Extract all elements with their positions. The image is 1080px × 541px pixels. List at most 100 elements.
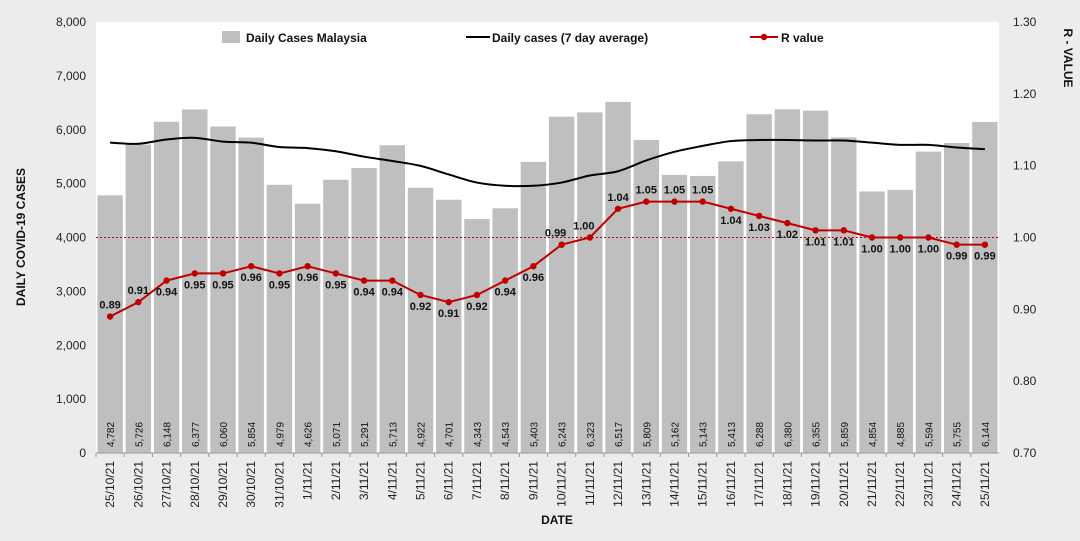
- r-value-marker: [981, 241, 989, 248]
- bar: [548, 116, 575, 453]
- r-value-marker: [925, 234, 932, 241]
- r-value-marker: [784, 219, 791, 227]
- r-value-marker: [727, 205, 735, 212]
- r-value-label: 1.01: [833, 236, 854, 248]
- y-tick-label: 8,000: [56, 15, 86, 29]
- x-tick-label: 28/10/21: [188, 461, 202, 508]
- bar-value-label: 5,594: [924, 422, 935, 447]
- x-tick-label: 9/11/21: [526, 461, 540, 500]
- bar-value-label: 5,403: [529, 422, 540, 447]
- r-value-label: 0.96: [523, 272, 544, 284]
- r-value-label: 1.05: [636, 185, 657, 197]
- bar: [972, 121, 998, 454]
- r-value-marker: [897, 234, 904, 241]
- x-tick-label: 7/11/21: [470, 461, 484, 500]
- y-tick-label: 1,000: [56, 392, 86, 406]
- bar: [915, 151, 942, 453]
- y2-tick-label: 1.10: [1013, 159, 1037, 173]
- x-tick-label: 5/11/21: [414, 461, 428, 500]
- r-value-marker: [614, 205, 622, 212]
- bar: [887, 189, 913, 453]
- bar-value-label: 4,854: [868, 422, 879, 447]
- bar-value-label: 5,713: [388, 422, 399, 447]
- bar: [605, 101, 631, 454]
- r-value-label: 0.99: [545, 228, 566, 240]
- r-value-marker: [671, 198, 678, 205]
- x-tick-label: 31/10/21: [272, 461, 286, 508]
- bar-value-label: 4,543: [501, 422, 512, 447]
- r-value-label: 1.05: [664, 185, 685, 197]
- bar-value-label: 6,243: [558, 422, 569, 447]
- bar: [633, 140, 659, 454]
- r-value-label: 1.04: [720, 215, 742, 227]
- legend-label-r-value: R value: [781, 31, 824, 45]
- r-value-label: 0.99: [946, 251, 967, 263]
- x-tick-label: 18/11/21: [780, 461, 794, 507]
- x-tick-label: 16/11/21: [724, 461, 738, 507]
- r-value-label: 0.96: [240, 272, 261, 284]
- x-tick-label: 14/11/21: [667, 461, 681, 507]
- r-value-marker: [445, 298, 452, 306]
- legend-label-average: Daily cases (7 day average): [492, 31, 648, 45]
- r-value-marker: [248, 263, 255, 270]
- r-value-label: 0.91: [128, 285, 149, 297]
- bar-value-label: 6,148: [163, 422, 174, 447]
- bar-value-label: 4,885: [896, 422, 907, 447]
- bar-value-label: 5,859: [840, 422, 851, 447]
- y2-tick-label: 1.30: [1013, 15, 1037, 29]
- bar: [859, 191, 885, 454]
- x-tick-label: 17/11/21: [752, 461, 766, 507]
- y2-tick-label: 0.90: [1013, 302, 1037, 316]
- legend-label-bars: Daily Cases Malaysia: [246, 31, 367, 45]
- x-tick-label: 2/11/21: [329, 461, 343, 500]
- x-tick-label: 24/11/21: [950, 461, 964, 507]
- bar: [323, 179, 349, 454]
- r-value-marker: [276, 270, 283, 277]
- r-value-label: 1.04: [607, 192, 629, 204]
- x-tick-label: 15/11/21: [696, 461, 710, 507]
- r-value-label: 1.00: [573, 221, 594, 233]
- r-value-label: 1.01: [805, 236, 826, 248]
- y-tick-label: 4,000: [56, 231, 86, 245]
- r-value-label: 0.94: [353, 287, 375, 299]
- x-tick-label: 1/11/21: [301, 461, 315, 500]
- bar-value-label: 5,071: [332, 422, 343, 447]
- r-value-marker: [953, 241, 960, 248]
- bar: [182, 109, 208, 453]
- y-tick-label: 7,000: [56, 69, 86, 83]
- r-value-label: 0.96: [297, 272, 318, 284]
- r-value-label: 0.94: [156, 287, 178, 299]
- y2-axis-title: R - VALUE: [1061, 28, 1075, 87]
- bar-value-label: 5,854: [247, 422, 258, 447]
- bar: [379, 145, 405, 453]
- bar-value-label: 5,755: [953, 422, 964, 447]
- legend: Daily Cases Malaysia Daily cases (7 day a…: [222, 31, 824, 45]
- bar-value-label: 5,726: [134, 422, 145, 447]
- x-tick-label: 29/10/21: [216, 461, 230, 508]
- bar-value-label: 6,517: [614, 422, 625, 447]
- bar-value-label: 6,144: [981, 422, 992, 447]
- bar: [210, 126, 236, 454]
- bar: [407, 187, 434, 453]
- r-value-marker: [558, 241, 565, 248]
- bar: [577, 112, 603, 453]
- x-tick-label: 10/11/21: [555, 461, 569, 507]
- r-value-label: 0.91: [438, 308, 459, 320]
- bar-value-label: 4,701: [445, 422, 456, 447]
- r-value-marker: [417, 291, 424, 299]
- bar-value-label: 5,291: [360, 422, 371, 447]
- r-value-label: 0.95: [184, 279, 205, 291]
- average-line-layer: [110, 136, 985, 188]
- axes-layer: 0 1,000 2,000 3,000 4,000 5,000 6,000 7,000 8,00…: [56, 15, 1037, 508]
- bar: [718, 161, 744, 453]
- r-value-marker: [163, 277, 170, 284]
- bar: [774, 109, 801, 453]
- bar: [661, 174, 688, 453]
- r-value-marker: [360, 277, 368, 284]
- x-tick-label: 21/11/21: [865, 461, 879, 507]
- r-value-marker: [501, 277, 509, 284]
- bar-value-label: 5,162: [670, 422, 681, 447]
- bar-value-label: 6,323: [586, 422, 597, 447]
- y2-tick-label: 0.70: [1013, 446, 1037, 460]
